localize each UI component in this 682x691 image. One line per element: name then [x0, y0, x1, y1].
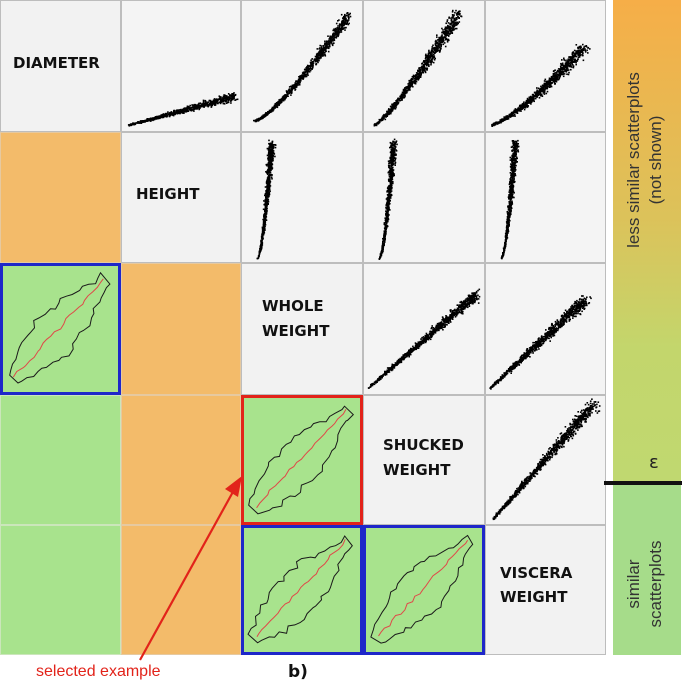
diagonal-label-wholeweight-2: WEIGHT [262, 322, 330, 340]
legend-label-less-similar-line1: less similar scatterplots [624, 72, 643, 248]
scatter-points [256, 139, 277, 260]
diagonal-label-visceraweight-1: VISCERA [500, 564, 573, 582]
legend-label-similar: similar scatterplots [623, 523, 671, 645]
similarity-cell-shuckedweight-diameter[interactable] [0, 395, 121, 525]
scatter-points [491, 43, 591, 127]
legend-label-similar-line2: scatterplots [646, 540, 665, 628]
diagonal-label-visceraweight-2: WEIGHT [500, 588, 568, 606]
scatter-points [492, 398, 601, 521]
scatterplot-wholeweight-diameter[interactable] [241, 0, 363, 132]
diagonal-label-wholeweight-1: WHOLE [262, 297, 324, 315]
regression-curve [256, 409, 347, 509]
scatter-points [367, 288, 481, 389]
scatter-points [378, 138, 398, 260]
diagonal-cell-height: HEIGHT [121, 132, 241, 263]
regression-curve [12, 278, 104, 378]
diagonal-label-diameter: DIAMETER [13, 54, 100, 72]
similarity-cell-wholeweight-diameter[interactable] [0, 263, 121, 395]
similarity-cell-height-diameter[interactable] [0, 132, 121, 263]
diagonal-label-shuckedweight-1: SHUCKED [383, 436, 464, 454]
diagonal-label-height: HEIGHT [136, 185, 200, 203]
diagonal-cell-diameter: DIAMETER [0, 0, 121, 132]
regression-curve [256, 539, 346, 637]
epsilon-symbol: ε [649, 452, 659, 473]
scatterplot-visceraweight-wholeweight[interactable] [485, 263, 606, 395]
legend-label-less-similar: less similar scatterplots (not shown) [623, 36, 671, 284]
diagonal-label-shuckedweight-2: WEIGHT [383, 461, 451, 479]
diagonal-cell-visceraweight: VISCERA WEIGHT [485, 525, 606, 655]
scatter-points [500, 139, 520, 260]
similarity-legend: less similar scatterplots (not shown) si… [613, 0, 681, 655]
threshold-line [604, 481, 682, 485]
similarity-cell-visceraweight-height[interactable] [121, 525, 241, 655]
similarity-cell-shuckedweight-wholeweight[interactable] [241, 395, 363, 525]
density-contour [247, 535, 353, 644]
scatterplot-wholeweight-height[interactable] [241, 132, 363, 263]
diagonal-cell-wholeweight: WHOLE WEIGHT [241, 263, 363, 395]
scatter-points [489, 295, 592, 390]
density-contour [248, 405, 355, 515]
scatterplot-visceraweight-height[interactable] [485, 132, 606, 263]
similarity-cell-visceraweight-wholeweight[interactable] [241, 525, 363, 655]
legend-label-similar-line1: similar [624, 559, 643, 609]
similarity-cell-visceraweight-shuckedweight[interactable] [363, 525, 485, 655]
selected-example-caption: selected example [36, 663, 161, 680]
legend-gradient [613, 0, 681, 655]
panel-label: b) [288, 662, 308, 682]
similarity-cell-shuckedweight-height[interactable] [121, 395, 241, 525]
regression-curve [378, 539, 469, 637]
scatter-points [373, 9, 463, 127]
scatterplot-visceraweight-shuckedweight[interactable] [485, 395, 606, 525]
density-contour [9, 271, 111, 384]
scatterplot-shuckedweight-wholeweight[interactable] [363, 263, 485, 395]
scatterplot-visceraweight-diameter[interactable] [485, 0, 606, 132]
similarity-cell-wholeweight-height[interactable] [121, 263, 241, 395]
similarity-cell-visceraweight-diameter[interactable] [0, 525, 121, 655]
scatter-points [253, 12, 352, 123]
scatter-points [127, 92, 239, 127]
scatterplot-shuckedweight-height[interactable] [363, 132, 485, 263]
legend-label-less-similar-line2: (not shown) [646, 115, 665, 205]
scatterplot-shuckedweight-diameter[interactable] [363, 0, 485, 132]
density-contour [370, 534, 474, 644]
scatterplot-height-diameter[interactable] [121, 0, 241, 132]
diagonal-cell-shuckedweight: SHUCKED WEIGHT [363, 395, 485, 525]
